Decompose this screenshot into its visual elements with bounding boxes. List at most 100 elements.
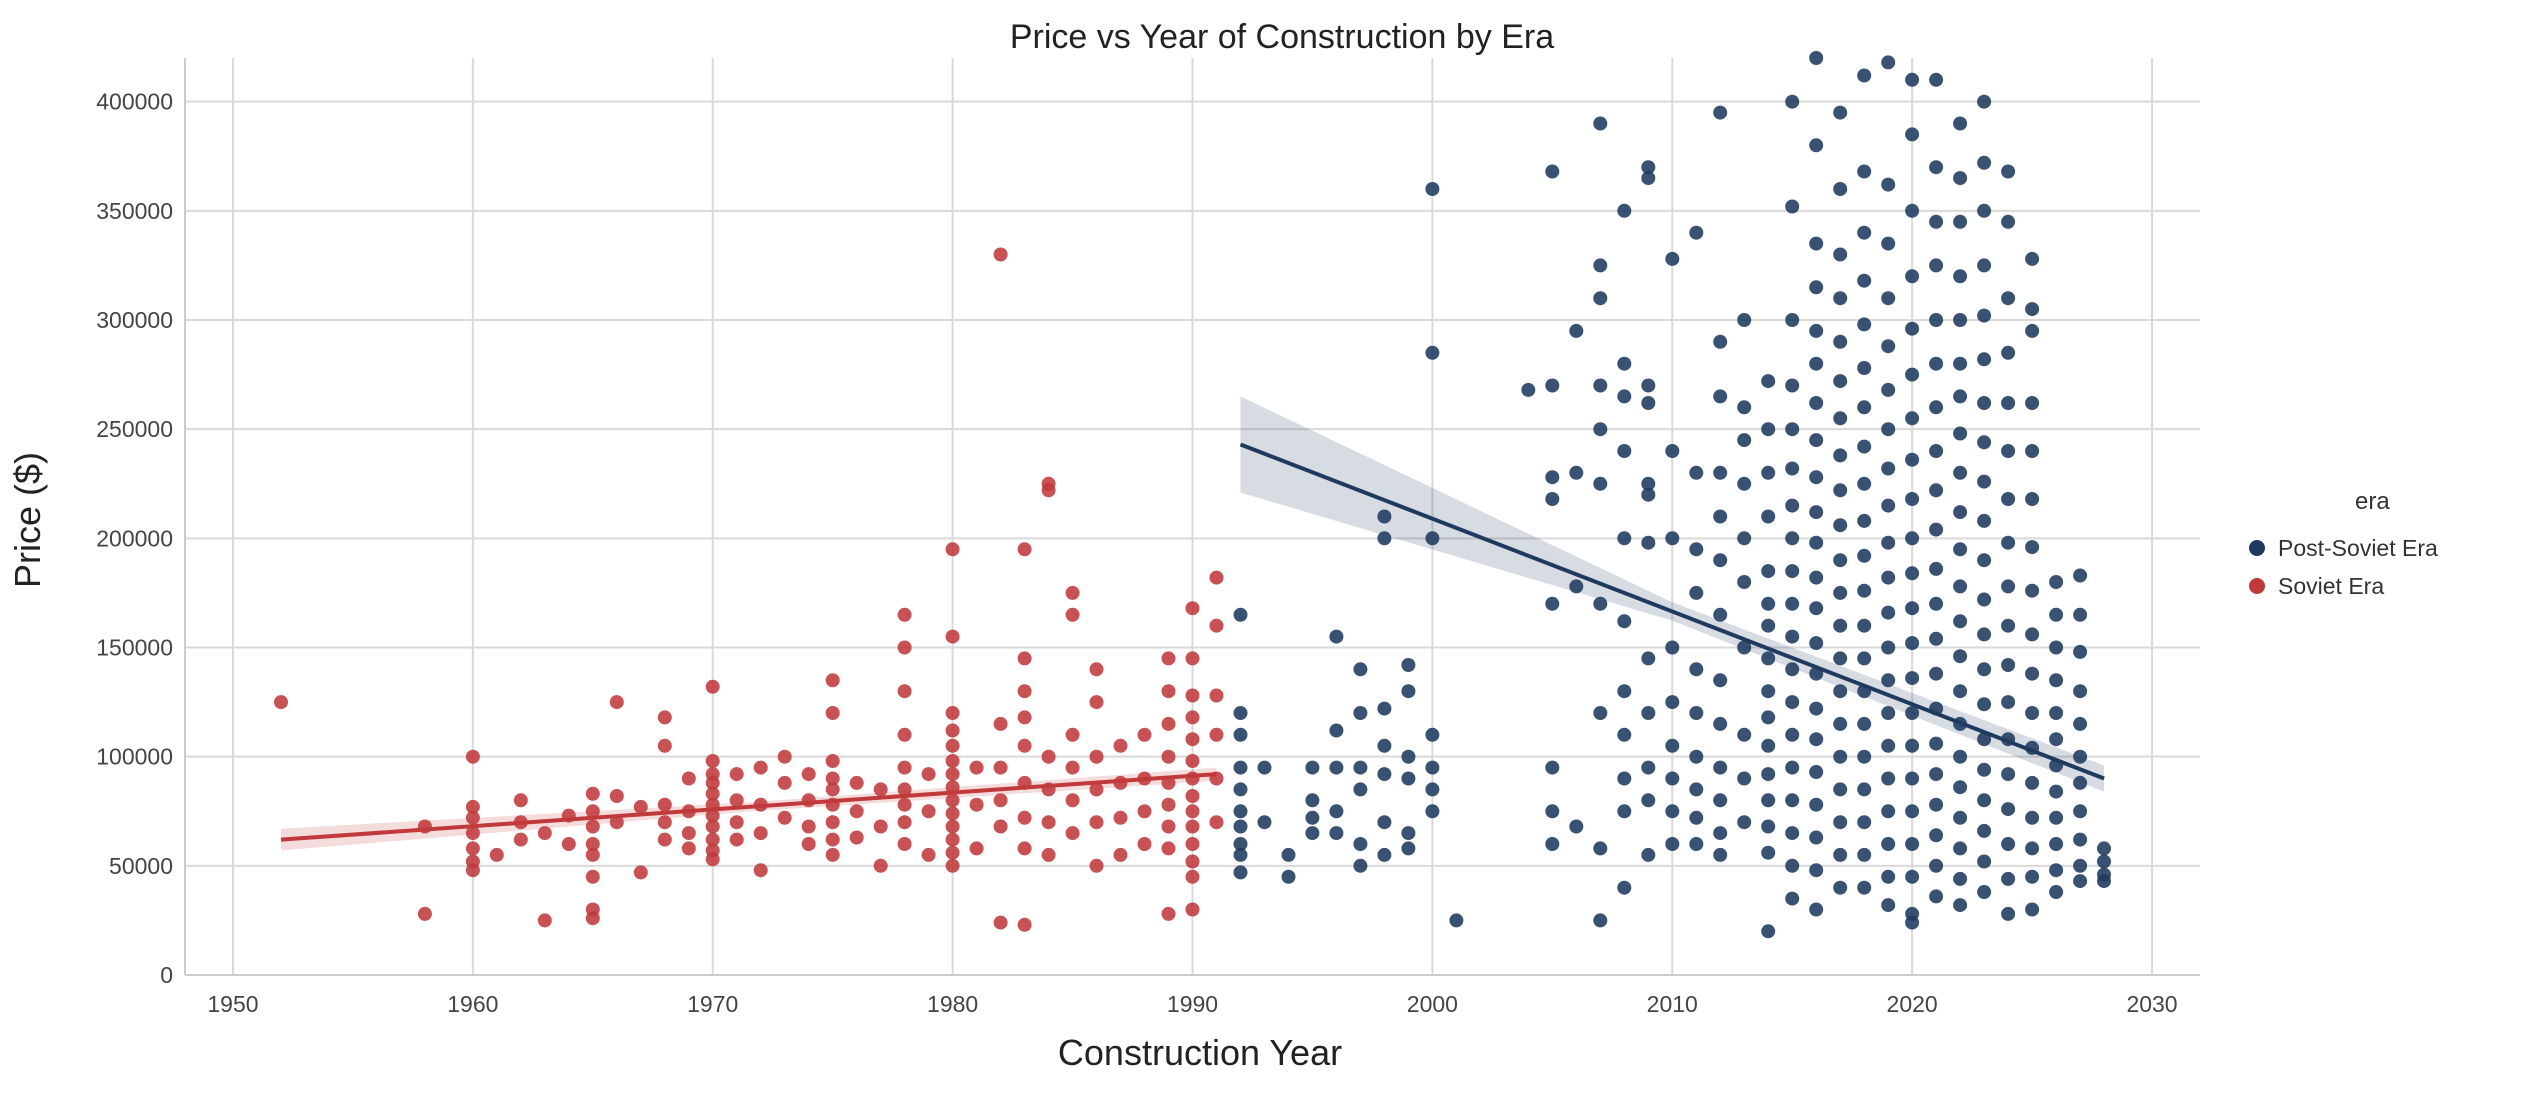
point-post-soviet-era: [1809, 830, 1824, 845]
y-axis-label: Price ($): [7, 452, 48, 588]
point-soviet-era: [873, 819, 888, 834]
point-post-soviet-era: [1329, 629, 1344, 644]
point-post-soviet-era: [1713, 105, 1728, 120]
point-post-soviet-era: [1785, 378, 1800, 393]
legend-title: era: [2355, 488, 2390, 515]
point-post-soviet-era: [1593, 116, 1608, 131]
point-soviet-era: [274, 695, 288, 710]
point-post-soviet-era: [1641, 793, 1656, 808]
point-post-soviet-era: [1809, 433, 1824, 448]
point-soviet-era: [969, 760, 984, 775]
point-soviet-era: [1113, 847, 1128, 862]
point-post-soviet-era: [1809, 138, 1824, 153]
point-soviet-era: [1185, 854, 1200, 869]
point-soviet-era: [561, 837, 576, 851]
x-tick-label: 1990: [1167, 991, 1218, 1017]
x-tick-label: 2010: [1647, 991, 1698, 1017]
point-soviet-era: [729, 815, 744, 830]
x-tick-label: 1960: [447, 991, 498, 1017]
point-post-soviet-era: [1713, 607, 1728, 622]
point-post-soviet-era: [1761, 684, 1776, 699]
point-soviet-era: [897, 837, 912, 851]
point-post-soviet-era: [1809, 236, 1824, 251]
point-soviet-era: [465, 799, 480, 814]
point-post-soviet-era: [1737, 476, 1752, 491]
point-post-soviet-era: [1977, 793, 1992, 808]
point-post-soviet-era: [1905, 566, 1920, 581]
point-post-soviet-era: [2025, 396, 2040, 410]
point-post-soviet-era: [1593, 422, 1608, 437]
point-post-soviet-era: [1593, 476, 1608, 491]
point-soviet-era: [585, 786, 600, 801]
point-post-soviet-era: [1953, 871, 1968, 886]
point-post-soviet-era: [1809, 902, 1824, 917]
point-post-soviet-era: [2097, 874, 2111, 889]
point-soviet-era: [993, 247, 1008, 262]
point-soviet-era: [513, 793, 528, 808]
point-post-soviet-era: [1353, 782, 1368, 797]
point-post-soviet-era: [1377, 767, 1392, 782]
point-post-soviet-era: [1953, 214, 1968, 229]
point-post-soviet-era: [1521, 382, 1536, 397]
point-soviet-era: [945, 832, 960, 847]
regression-lines: [280, 442, 2105, 842]
point-soviet-era: [1065, 607, 1080, 622]
point-soviet-era: [897, 607, 912, 622]
point-soviet-era: [777, 810, 792, 825]
point-post-soviet-era: [1305, 810, 1320, 825]
point-soviet-era: [897, 684, 912, 699]
point-post-soviet-era: [2049, 732, 2064, 747]
point-post-soviet-era: [1713, 673, 1728, 688]
point-post-soviet-era: [1905, 203, 1920, 218]
point-post-soviet-era: [1641, 378, 1656, 393]
point-post-soviet-era: [2025, 583, 2040, 598]
point-post-soviet-era: [1617, 389, 1632, 404]
point-post-soviet-era: [1881, 837, 1896, 851]
point-soviet-era: [657, 832, 672, 847]
point-post-soviet-era: [2025, 302, 2040, 317]
point-post-soviet-era: [1281, 847, 1296, 862]
point-post-soviet-era: [1713, 334, 1728, 349]
point-post-soviet-era: [1857, 847, 1872, 862]
point-soviet-era: [1209, 688, 1224, 703]
point-post-soviet-era: [1689, 810, 1704, 825]
point-soviet-era: [585, 869, 600, 884]
point-soviet-era: [849, 830, 864, 845]
point-post-soviet-era: [1641, 760, 1656, 775]
point-soviet-era: [729, 793, 744, 808]
point-post-soviet-era: [1761, 618, 1776, 633]
point-soviet-era: [1017, 810, 1032, 825]
point-post-soviet-era: [1833, 651, 1848, 666]
point-post-soviet-era: [1785, 695, 1800, 710]
point-post-soviet-era: [1329, 826, 1344, 841]
point-post-soviet-era: [1977, 155, 1992, 170]
point-soviet-era: [945, 767, 960, 782]
point-post-soviet-era: [1713, 389, 1728, 404]
point-post-soviet-era: [1281, 869, 1296, 884]
point-post-soviet-era: [1857, 164, 1872, 179]
point-post-soviet-era: [1881, 605, 1896, 620]
point-soviet-era: [1065, 585, 1080, 600]
point-post-soviet-era: [1401, 771, 1416, 786]
point-post-soviet-era: [1785, 629, 1800, 644]
point-post-soviet-era: [1761, 738, 1776, 753]
point-post-soviet-era: [1545, 837, 1560, 851]
point-post-soviet-era: [1833, 411, 1848, 426]
point-post-soviet-era: [2049, 706, 2064, 720]
point-post-soviet-era: [2073, 684, 2088, 699]
point-post-soviet-era: [1809, 280, 1824, 295]
point-post-soviet-era: [1713, 465, 1728, 480]
point-soviet-era: [705, 808, 720, 823]
point-post-soviet-era: [1713, 760, 1728, 775]
point-post-soviet-era: [1689, 782, 1704, 797]
point-post-soviet-era: [2001, 906, 2016, 921]
point-soviet-era: [1065, 793, 1080, 808]
point-soviet-era: [801, 793, 816, 808]
point-post-soviet-era: [1881, 177, 1896, 192]
point-post-soviet-era: [1953, 614, 1968, 629]
point-soviet-era: [1209, 570, 1224, 585]
point-post-soviet-era: [1545, 492, 1560, 506]
point-post-soviet-era: [1425, 345, 1440, 360]
point-soviet-era: [1137, 804, 1152, 819]
